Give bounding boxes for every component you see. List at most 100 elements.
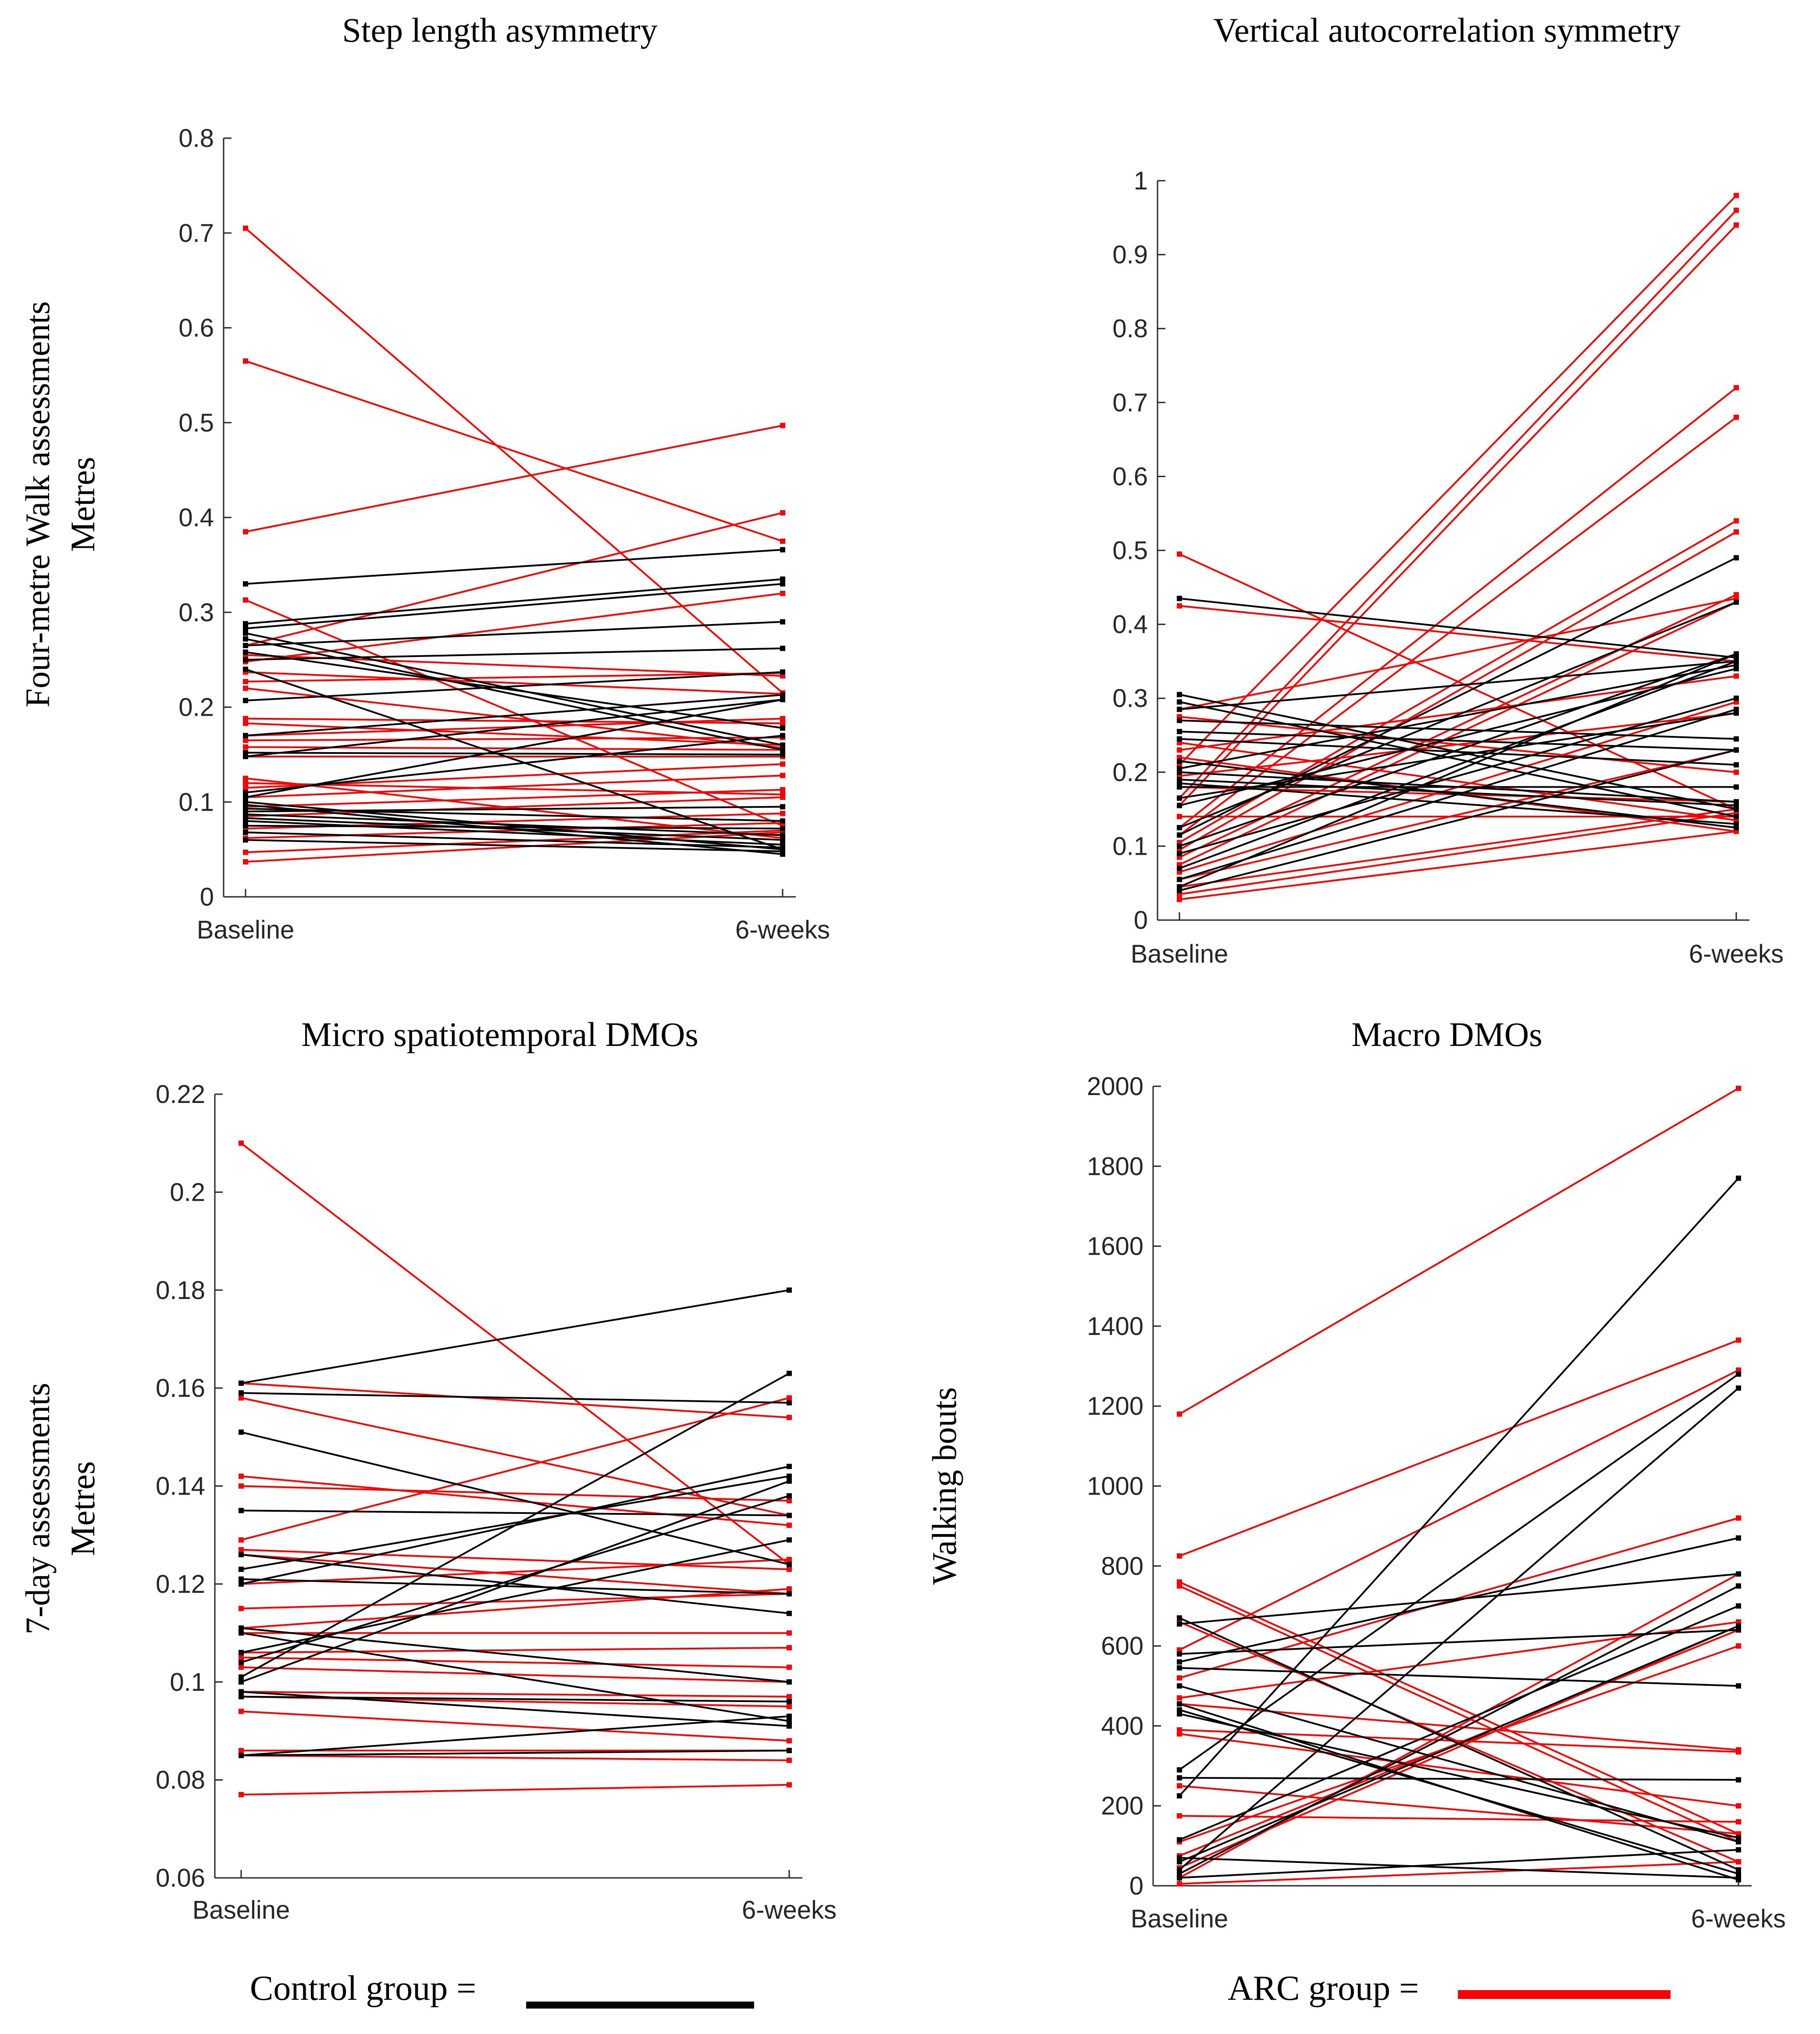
baseline-point <box>1177 758 1182 764</box>
baseline-point <box>1177 1665 1182 1671</box>
subject-line <box>241 1784 790 1796</box>
baseline-point <box>1177 699 1182 705</box>
baseline-point <box>243 685 248 691</box>
baseline-point <box>239 1552 244 1557</box>
baseline-point <box>239 1792 244 1798</box>
y-tick-label: 0.22 <box>156 1080 205 1109</box>
subject-line <box>1179 416 1737 836</box>
subject-line <box>245 425 783 533</box>
baseline-point <box>243 225 248 231</box>
subject-line <box>241 1749 790 1756</box>
baseline-point <box>239 1679 244 1685</box>
six-weeks-point <box>787 1415 792 1420</box>
six-weeks-point <box>1736 1603 1741 1609</box>
subject-line <box>245 227 784 694</box>
baseline-point <box>1177 1579 1182 1585</box>
subject-line <box>1179 675 1737 751</box>
subject-line <box>241 1666 790 1683</box>
subject-line <box>245 752 783 756</box>
six-weeks-point <box>1734 222 1739 228</box>
six-weeks-point <box>780 581 785 587</box>
y-tick-label: 0.2 <box>178 693 214 722</box>
six-weeks-point <box>1736 1371 1741 1377</box>
y-tick-label: 0.16 <box>156 1374 205 1402</box>
baseline-point <box>243 859 248 864</box>
subject-line <box>241 1695 790 1702</box>
panel-4: Macro DMOs Walking bouts 0 200 400 600 800 1000… <box>925 1015 1786 1933</box>
subject-line <box>1179 697 1737 855</box>
subject-line <box>245 831 783 849</box>
baseline-point <box>1177 1859 1182 1865</box>
six-weeks-point <box>1734 555 1739 560</box>
subject-line <box>245 829 783 853</box>
six-weeks-point <box>780 697 785 703</box>
six-weeks-point <box>1736 1749 1741 1755</box>
row-label-top-line1: Four-metre Walk assessments <box>18 301 57 708</box>
baseline-point <box>1177 784 1182 790</box>
baseline-point <box>1177 896 1182 902</box>
subject-line <box>241 1588 790 1629</box>
subject-line <box>1179 1625 1739 1863</box>
baseline-point <box>243 785 248 791</box>
subject-line <box>1179 597 1737 710</box>
y-tick-label: 0.6 <box>1112 462 1148 491</box>
subject-line <box>1179 712 1737 799</box>
subject-line <box>1179 195 1737 766</box>
chart-title: Vertical autocorrelation symmetry <box>1213 11 1681 49</box>
six-weeks-point <box>1734 651 1739 657</box>
subject-line <box>1179 1517 1739 1679</box>
subject-line <box>245 717 783 724</box>
subject-line <box>1179 653 1737 847</box>
baseline-point <box>243 721 248 726</box>
six-weeks-point <box>787 1679 792 1685</box>
baseline-point <box>243 698 248 703</box>
baseline-point <box>1177 888 1182 893</box>
six-weeks-point <box>787 1474 792 1479</box>
subject-line <box>245 512 783 646</box>
y-tick-label: 2000 <box>1087 1072 1143 1101</box>
baseline-point <box>243 780 248 786</box>
subject-line <box>1179 653 1737 888</box>
baseline-point <box>1177 717 1182 723</box>
chart-title: Step length asymmetry <box>342 11 657 49</box>
baseline-point <box>1177 803 1182 808</box>
subject-line <box>1179 731 1737 751</box>
six-weeks-point <box>1734 592 1739 598</box>
six-weeks-point <box>780 716 785 721</box>
subject-line <box>241 1289 790 1384</box>
subject-line <box>245 549 783 585</box>
six-weeks-point <box>787 1537 792 1543</box>
six-weeks-point <box>1736 1803 1741 1809</box>
baseline-point <box>1177 729 1182 735</box>
baseline-point <box>1177 1871 1182 1877</box>
baseline-point <box>243 630 248 636</box>
six-weeks-point <box>780 646 785 651</box>
baseline-point <box>239 1547 244 1552</box>
baseline-point <box>239 1748 244 1753</box>
subject-line <box>241 1578 790 1595</box>
six-weeks-point <box>787 1493 792 1499</box>
baseline-point <box>1177 865 1182 871</box>
subject-line <box>1179 1537 1739 1663</box>
baseline-point <box>239 1694 244 1699</box>
six-weeks-point <box>1736 1367 1741 1373</box>
baseline-point <box>243 738 248 743</box>
baseline-point <box>1177 1411 1182 1417</box>
subject-line <box>1179 1857 1739 1879</box>
baseline-point <box>1177 1837 1182 1843</box>
subject-line <box>241 1475 790 1526</box>
subject-line <box>245 820 783 846</box>
baseline-point <box>1177 769 1182 775</box>
baseline-point <box>239 1630 244 1636</box>
subject-line <box>245 722 783 746</box>
six-weeks-point <box>787 1567 792 1572</box>
subject-line <box>1179 1709 1739 1875</box>
subject-line <box>1179 1373 1739 1771</box>
y-tick-label: 0.8 <box>1112 314 1148 343</box>
six-weeks-point <box>1736 1583 1741 1589</box>
six-weeks-point <box>1736 1619 1741 1625</box>
subject-line <box>241 1397 790 1541</box>
six-weeks-point <box>780 692 785 698</box>
baseline-point <box>1177 747 1182 753</box>
